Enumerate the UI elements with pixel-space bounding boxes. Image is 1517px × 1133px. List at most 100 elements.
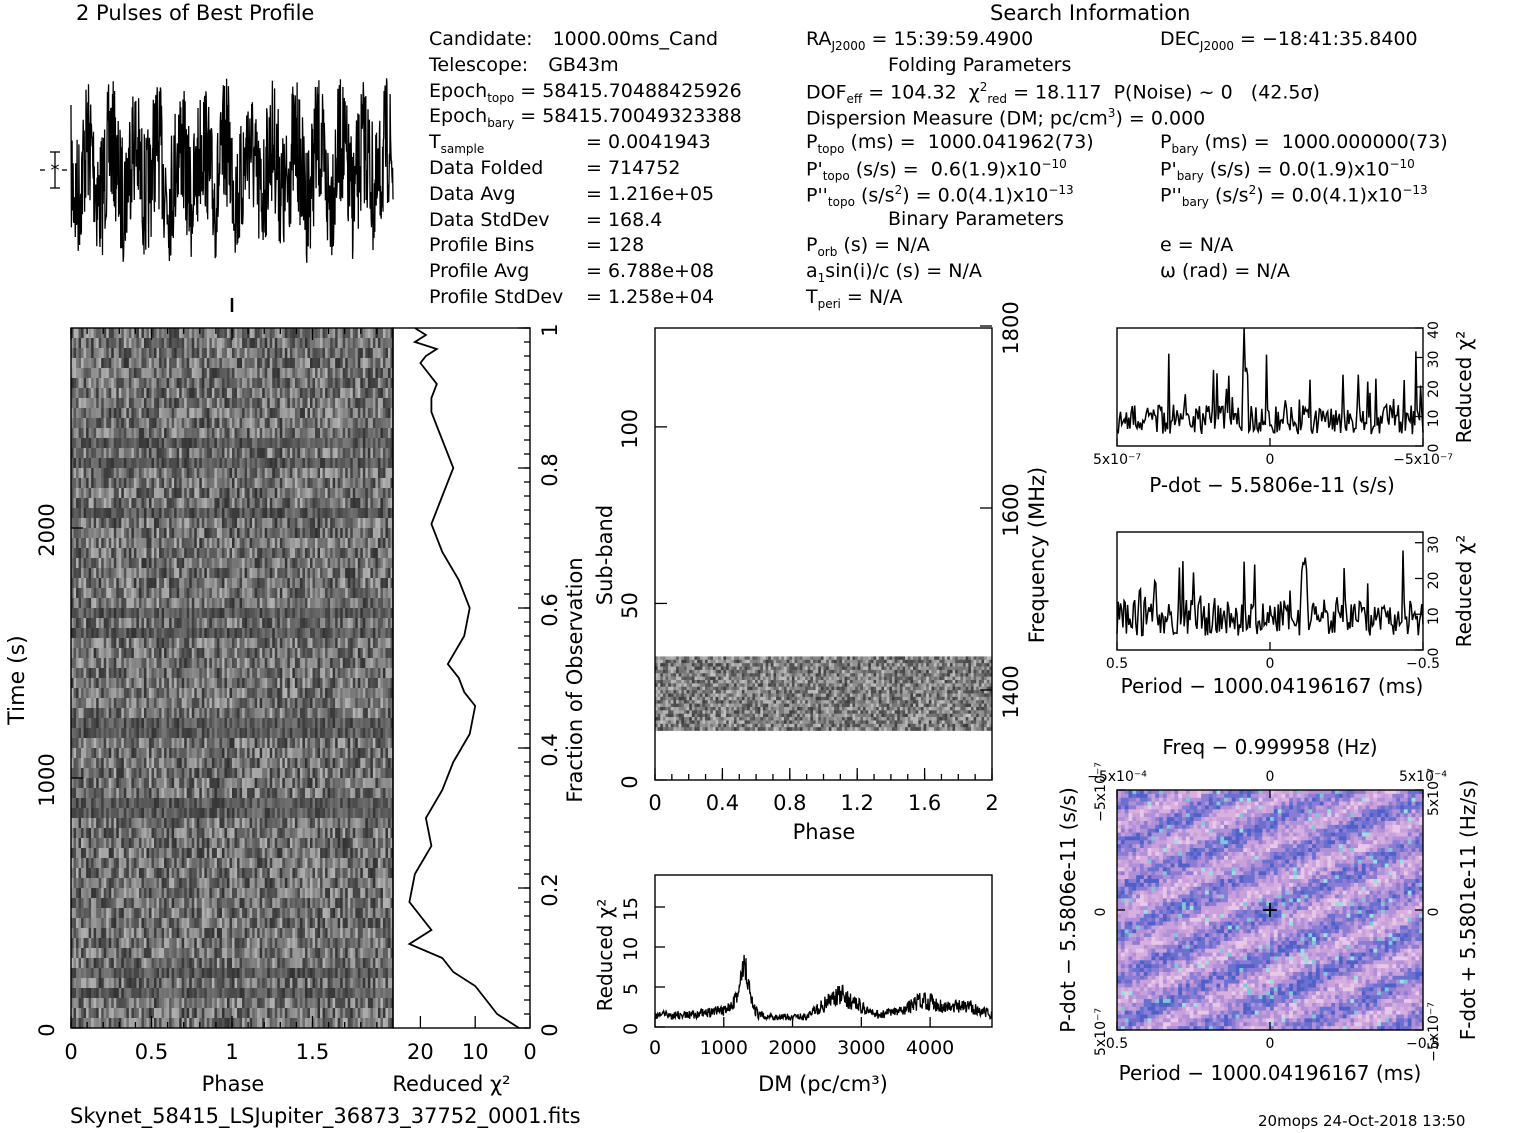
time-phase-cell <box>382 348 386 359</box>
time-phase-cell <box>131 638 135 649</box>
time-phase-cell <box>317 378 321 389</box>
time-phase-cell <box>96 448 99 459</box>
time-phase-cell <box>216 668 220 679</box>
time-phase-cell <box>315 478 318 489</box>
time-phase-cell <box>174 408 177 419</box>
time-phase-cell <box>143 398 147 409</box>
time-phase-cell <box>76 418 79 429</box>
time-phase-cell <box>239 638 243 649</box>
time-phase-cell <box>126 688 130 699</box>
time-phase-cell <box>169 528 172 539</box>
time-phase-cell <box>347 378 351 389</box>
time-phase-cell <box>191 628 195 639</box>
time-phase-cell <box>166 408 170 419</box>
time-phase-cell <box>126 478 130 489</box>
time-phase-cell <box>121 508 125 519</box>
time-phase-cell <box>159 678 162 689</box>
time-phase-cell <box>352 618 356 629</box>
time-phase-cell <box>204 508 208 519</box>
time-phase-cell <box>148 618 152 629</box>
time-phase-cell <box>159 418 162 429</box>
time-phase-cell <box>209 568 213 579</box>
time-phase-cell <box>219 708 223 719</box>
time-phase-cell <box>108 468 112 479</box>
time-phase-cell <box>317 648 321 659</box>
time-phase-cell <box>239 698 243 709</box>
time-phase-cell <box>345 638 349 649</box>
time-phase-cell <box>111 448 115 459</box>
time-phase-cell <box>390 518 394 529</box>
time-phase-cell <box>307 618 311 629</box>
time-phase-cell <box>294 608 298 619</box>
time-phase-cell <box>141 328 145 339</box>
time-phase-cell <box>103 708 107 719</box>
time-phase-cell <box>189 498 193 509</box>
time-phase-cell <box>257 368 260 379</box>
time-phase-cell <box>141 698 145 709</box>
time-phase-cell <box>330 478 333 489</box>
time-phase-cell <box>189 488 193 499</box>
time-phase-cell <box>274 478 278 489</box>
time-phase-cell <box>315 558 318 569</box>
time-phase-cell <box>247 438 250 449</box>
time-phase-cell <box>264 618 268 629</box>
time-phase-cell <box>91 438 94 449</box>
time-phase-cell <box>186 438 190 449</box>
time-phase-cell <box>345 398 349 409</box>
time-phase-cell <box>148 548 152 559</box>
time-phase-cell <box>176 348 180 359</box>
time-phase-cell <box>252 578 255 589</box>
time-phase-cell <box>382 588 386 599</box>
time-phase-cell <box>274 628 278 639</box>
time-phase-cell <box>78 348 82 359</box>
time-phase-cell <box>224 408 228 419</box>
time-phase-cell <box>138 598 142 609</box>
time-phase-cell <box>237 648 240 659</box>
time-phase-cell <box>96 328 99 339</box>
time-phase-cell <box>332 448 336 459</box>
time-phase-cell <box>325 508 328 519</box>
time-phase-cell <box>375 648 379 659</box>
time-phase-cell <box>237 478 240 489</box>
time-phase-cell <box>362 698 366 709</box>
time-phase-cell <box>221 518 225 529</box>
time-phase-cell <box>128 538 132 549</box>
time-phase-cell <box>164 628 167 639</box>
time-phase-cell <box>289 618 293 629</box>
time-phase-cell <box>360 328 364 339</box>
time-phase-cell <box>287 408 291 419</box>
time-phase-cell <box>148 518 152 529</box>
time-phase-cell <box>204 708 208 719</box>
time-phase-cell <box>365 408 369 419</box>
time-phase-cell <box>274 558 278 569</box>
time-phase-cell <box>347 428 351 439</box>
time-phase-cell <box>257 408 260 419</box>
time-phase-cell <box>133 688 137 699</box>
time-phase-cell <box>365 428 369 439</box>
time-phase-cell <box>330 518 333 529</box>
time-phase-cell <box>350 648 354 659</box>
time-phase-cell <box>289 328 293 339</box>
time-phase-cell <box>194 668 198 679</box>
time-phase-cell <box>133 378 137 389</box>
time-phase-cell <box>141 688 145 699</box>
time-phase-cell <box>164 448 167 459</box>
time-phase-cell <box>224 688 228 699</box>
time-phase-cell <box>390 398 394 409</box>
time-phase-cell <box>216 548 220 559</box>
time-phase-cell <box>78 688 82 699</box>
time-phase-cell <box>111 478 115 489</box>
time-phase-cell <box>118 398 122 409</box>
time-phase-cell <box>98 548 102 559</box>
time-phase-cell <box>111 458 115 469</box>
time-phase-cell <box>277 628 281 639</box>
time-phase-cell <box>146 328 150 339</box>
time-phase-cell <box>272 378 276 389</box>
time-phase-cell <box>367 668 371 679</box>
time-phase-cell <box>302 628 306 639</box>
time-phase-cell <box>287 458 291 469</box>
time-phase-cell <box>332 328 336 339</box>
time-phase-cell <box>186 448 190 459</box>
p-orb: Porb (s) = N/A <box>806 234 930 259</box>
time-phase-cell <box>282 438 286 449</box>
